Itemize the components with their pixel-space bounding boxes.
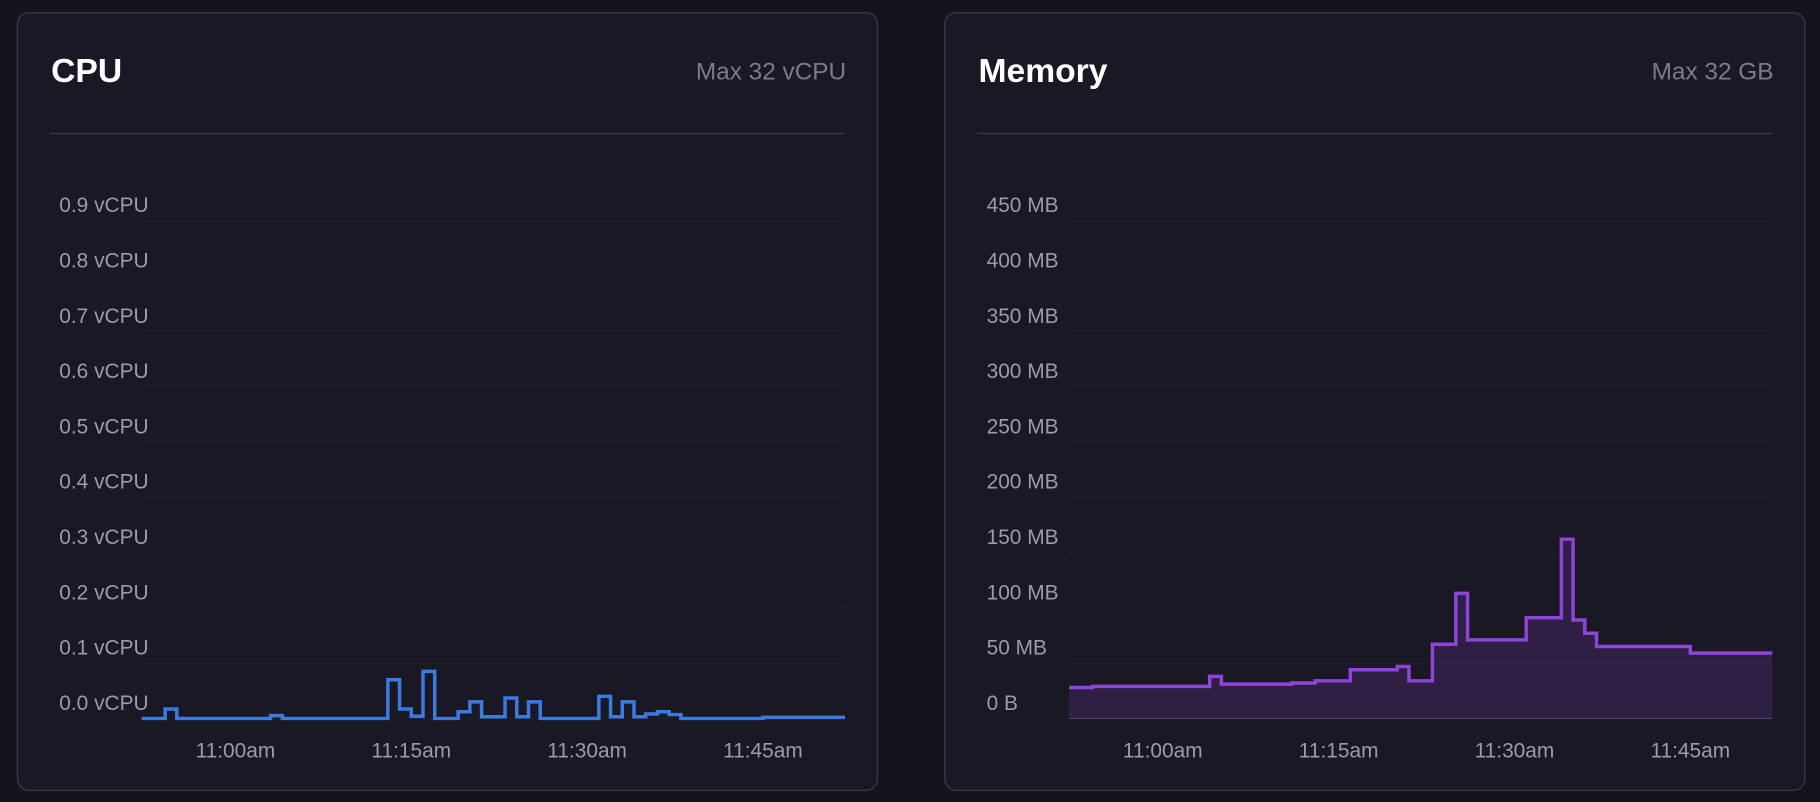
y-tick-label: 300 MB <box>987 360 1059 383</box>
y-tick-label: 0.8 vCPU <box>59 249 148 272</box>
step-line <box>141 669 846 721</box>
y-tick-label: 50 MB <box>987 637 1047 660</box>
x-tick-label: 11:15am <box>371 740 451 763</box>
y-tick-label: 0 B <box>987 692 1018 715</box>
panel-title: Memory <box>978 53 1107 90</box>
x-tick-label: 11:00am <box>196 740 276 763</box>
y-tick-label: 0.6 vCPU <box>59 360 148 383</box>
y-tick-label: 0.7 vCPU <box>59 305 148 328</box>
panel <box>944 12 1806 792</box>
panel <box>16 12 879 792</box>
y-tick-label: 100 MB <box>987 581 1059 604</box>
y-tick-label: 0.3 vCPU <box>59 526 148 549</box>
y-tick-label: 400 MB <box>987 249 1059 272</box>
panel-subtitle: Max 32 GB <box>1652 59 1774 86</box>
y-tick-label: 0.2 vCPU <box>59 581 148 604</box>
y-tick-label: 0.1 vCPU <box>59 637 148 660</box>
area <box>1069 539 1773 719</box>
y-tick-label: 450 MB <box>987 194 1059 217</box>
y-tick-label: 0.5 vCPU <box>59 415 148 438</box>
x-tick-label: 11:15am <box>1299 740 1379 763</box>
y-tick-label: 250 MB <box>987 415 1059 438</box>
x-tick-label: 11:30am <box>547 740 627 763</box>
x-tick-label: 11:45am <box>723 740 803 763</box>
y-tick-label: 0.0 vCPU <box>59 692 148 715</box>
y-tick-label: 150 MB <box>987 526 1059 549</box>
panel-subtitle: Max 32 vCPU <box>696 59 846 86</box>
step-line <box>1069 537 1773 690</box>
y-tick-label: 0.9 vCPU <box>59 194 148 217</box>
y-tick-label: 200 MB <box>987 471 1059 494</box>
y-tick-label: 350 MB <box>987 305 1059 328</box>
x-tick-label: 11:45am <box>1650 740 1730 763</box>
x-tick-label: 11:30am <box>1475 740 1555 763</box>
x-tick-label: 11:00am <box>1123 740 1203 763</box>
y-tick-label: 0.4 vCPU <box>59 471 148 494</box>
panel-title: CPU <box>51 53 122 90</box>
